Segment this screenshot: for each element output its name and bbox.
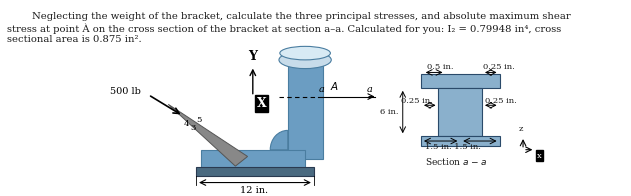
- Ellipse shape: [280, 46, 331, 60]
- Polygon shape: [168, 104, 247, 166]
- Text: a: a: [367, 85, 373, 94]
- Text: x: x: [537, 152, 542, 160]
- Text: Section $a$ $-$ $a$: Section $a$ $-$ $a$: [425, 156, 487, 167]
- Text: sectional area is 0.875 in².: sectional area is 0.875 in².: [7, 35, 141, 44]
- Text: 500 lb: 500 lb: [110, 87, 141, 96]
- Text: $A$: $A$: [330, 80, 339, 92]
- Text: 3: 3: [191, 124, 196, 132]
- Polygon shape: [421, 74, 500, 88]
- Wedge shape: [270, 130, 288, 150]
- Text: 0.25 in.: 0.25 in.: [485, 97, 516, 105]
- Ellipse shape: [279, 51, 331, 69]
- Text: stress at point À on the cross section of the bracket at section a–a. Calculated: stress at point À on the cross section o…: [7, 23, 561, 34]
- Text: 6 in.: 6 in.: [380, 108, 398, 116]
- Text: 1.5 in. 1.5 in.: 1.5 in. 1.5 in.: [425, 143, 481, 151]
- Text: 0.25 in.: 0.25 in.: [483, 63, 515, 71]
- Text: a: a: [319, 85, 325, 94]
- Polygon shape: [288, 56, 322, 159]
- Text: 5: 5: [196, 116, 201, 124]
- Text: 0.25 in.: 0.25 in.: [401, 97, 433, 105]
- Polygon shape: [439, 88, 482, 136]
- Polygon shape: [196, 167, 314, 176]
- Text: Y: Y: [249, 50, 257, 63]
- Polygon shape: [201, 150, 305, 169]
- Text: 0.5 in.: 0.5 in.: [427, 63, 454, 71]
- Text: z: z: [519, 125, 524, 133]
- Polygon shape: [421, 136, 500, 146]
- Text: 4: 4: [184, 120, 189, 128]
- Text: 12 in.: 12 in.: [240, 186, 269, 195]
- Text: X: X: [257, 97, 266, 110]
- Text: Neglecting the weight of the bracket, calculate the three principal stresses, an: Neglecting the weight of the bracket, ca…: [7, 12, 570, 21]
